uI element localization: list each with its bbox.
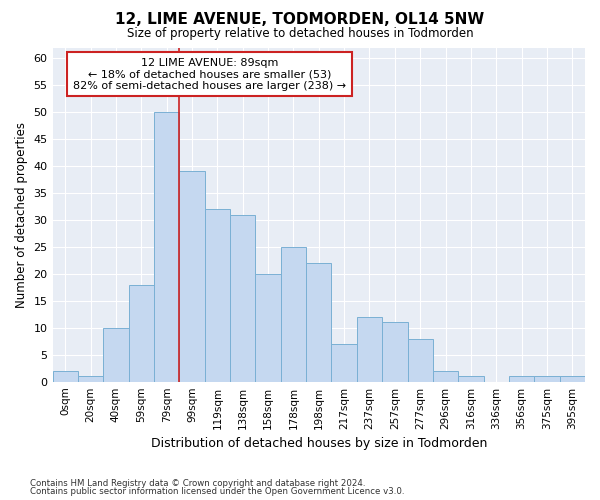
- Bar: [407, 338, 433, 382]
- Bar: [306, 263, 331, 382]
- Text: Contains HM Land Registry data © Crown copyright and database right 2024.: Contains HM Land Registry data © Crown c…: [30, 478, 365, 488]
- Text: 12, LIME AVENUE, TODMORDEN, OL14 5NW: 12, LIME AVENUE, TODMORDEN, OL14 5NW: [115, 12, 485, 28]
- Bar: [128, 284, 154, 382]
- Bar: [281, 247, 306, 382]
- Y-axis label: Number of detached properties: Number of detached properties: [15, 122, 28, 308]
- Bar: [509, 376, 534, 382]
- Bar: [179, 172, 205, 382]
- Bar: [433, 371, 458, 382]
- Bar: [103, 328, 128, 382]
- Bar: [154, 112, 179, 382]
- Bar: [256, 274, 281, 382]
- Bar: [382, 322, 407, 382]
- Bar: [357, 317, 382, 382]
- Bar: [331, 344, 357, 382]
- Bar: [230, 214, 256, 382]
- X-axis label: Distribution of detached houses by size in Todmorden: Distribution of detached houses by size …: [151, 437, 487, 450]
- Bar: [534, 376, 560, 382]
- Text: Contains public sector information licensed under the Open Government Licence v3: Contains public sector information licen…: [30, 487, 404, 496]
- Bar: [205, 209, 230, 382]
- Text: Size of property relative to detached houses in Todmorden: Size of property relative to detached ho…: [127, 28, 473, 40]
- Bar: [78, 376, 103, 382]
- Bar: [458, 376, 484, 382]
- Text: 12 LIME AVENUE: 89sqm
← 18% of detached houses are smaller (53)
82% of semi-deta: 12 LIME AVENUE: 89sqm ← 18% of detached …: [73, 58, 346, 90]
- Bar: [53, 371, 78, 382]
- Bar: [560, 376, 585, 382]
